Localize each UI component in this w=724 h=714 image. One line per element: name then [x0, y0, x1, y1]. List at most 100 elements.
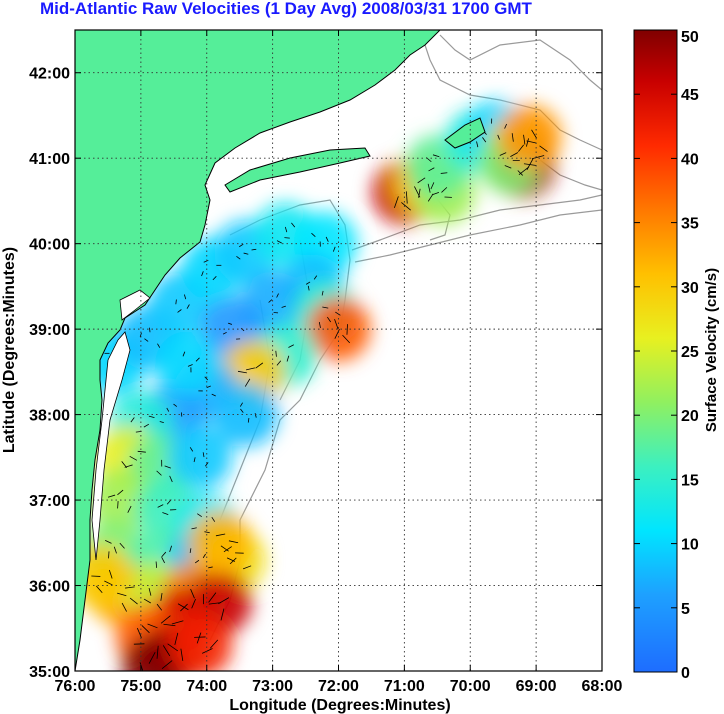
x-tick-label: 74:00	[186, 678, 227, 695]
velocity-vector	[418, 188, 421, 198]
velocity-vector	[104, 580, 113, 586]
velocity-vector	[137, 450, 146, 453]
velocity-vector	[195, 357, 200, 362]
velocity-vector	[227, 322, 233, 325]
velocity-vector	[318, 321, 321, 329]
velocity-vector	[427, 183, 431, 193]
velocity-vector	[523, 163, 537, 166]
velocity-vector	[342, 334, 351, 344]
x-tick-label: 72:00	[318, 678, 359, 695]
velocity-vector	[197, 513, 202, 518]
velocity-vector	[196, 632, 202, 644]
velocity-vector	[526, 140, 537, 144]
velocity-vector	[191, 598, 196, 609]
velocity-vector	[236, 256, 241, 260]
velocity-vector	[107, 494, 116, 498]
velocity-vector	[428, 167, 435, 172]
x-tick-label: 71:00	[384, 678, 425, 695]
velocity-vector	[222, 331, 227, 335]
velocity-vector	[441, 187, 448, 193]
velocity-vector	[268, 299, 273, 303]
velocity-vector	[242, 565, 252, 570]
velocity-vector	[440, 172, 448, 174]
velocity-vector	[175, 299, 177, 305]
velocity-vector	[208, 592, 217, 603]
velocity-vector	[121, 461, 128, 469]
velocity-vector	[182, 351, 186, 357]
velocity-vector	[117, 489, 124, 496]
velocity-vector	[238, 243, 244, 248]
velocity-vector	[325, 236, 329, 242]
velocity-vector	[476, 141, 479, 148]
colorbar-tick-label: 35	[681, 216, 699, 233]
colorbar-gradient	[633, 29, 678, 673]
y-tick-label: 41:00	[29, 151, 70, 168]
velocity-vector	[215, 533, 226, 537]
velocity-vector	[276, 293, 279, 298]
velocity-vector	[394, 196, 399, 209]
y-tick-label: 36:00	[29, 579, 70, 596]
velocity-vector	[129, 455, 138, 461]
velocity-vector	[105, 540, 112, 544]
velocity-vector	[155, 561, 158, 568]
colorbar-tick-label: 5	[681, 601, 690, 618]
velocity-vector	[281, 305, 286, 308]
velocity-vector	[201, 271, 204, 277]
velocity-vector	[305, 281, 311, 285]
velocity-vector	[276, 240, 282, 244]
velocity-vector	[160, 593, 163, 601]
velocity-vector	[127, 505, 132, 513]
y-tick-label: 38:00	[29, 408, 70, 425]
velocity-vector	[334, 328, 340, 339]
velocity-vector	[136, 627, 142, 638]
velocity-vector	[193, 457, 196, 463]
velocity-vector	[171, 620, 184, 625]
velocity-vector	[208, 566, 213, 569]
velocity-vector	[212, 276, 217, 281]
velocity-vector	[113, 546, 117, 554]
velocity-vector	[161, 660, 173, 670]
velocity-vector	[335, 311, 341, 316]
velocity-vector	[117, 501, 119, 509]
grid-lines	[75, 30, 602, 671]
y-tick-label: 35:00	[29, 664, 70, 681]
velocity-vector	[240, 408, 244, 413]
colorbar-tick-label: 15	[681, 472, 699, 489]
velocity-vector	[539, 145, 548, 152]
y-axis-label: Latitude (Degrees:Minutes)	[1, 247, 18, 453]
velocity-vector	[276, 360, 282, 366]
velocity-vector	[239, 402, 243, 407]
velocity-vector	[518, 144, 524, 152]
velocity-vector	[148, 587, 152, 596]
velocity-vector	[180, 648, 184, 661]
x-tick-label: 75:00	[120, 678, 161, 695]
velocity-vector	[307, 285, 310, 291]
velocity-vector	[209, 639, 219, 649]
velocity-vector	[121, 602, 127, 612]
velocity-vector	[525, 138, 529, 147]
velocity-vector	[189, 447, 194, 452]
velocity-vector	[156, 470, 162, 476]
cape-cod	[444, 117, 486, 149]
velocity-vector	[202, 553, 206, 559]
velocity-vector	[156, 603, 163, 611]
colorbar-tick-label: 0	[681, 665, 690, 682]
y-tick-label: 37:00	[29, 493, 70, 510]
velocity-vector	[173, 403, 178, 407]
velocity-vector	[205, 462, 209, 467]
velocity-vectors	[91, 118, 548, 671]
velocity-patch	[168, 425, 233, 490]
velocity-vector	[174, 632, 179, 646]
x-tick-label: 76:00	[55, 678, 96, 695]
velocity-vector	[187, 364, 193, 367]
velocity-vector	[143, 598, 152, 604]
velocity-vector	[157, 343, 161, 348]
x-tick-label: 73:00	[252, 678, 293, 695]
colorbar-label: Surface Velocity (cm/s)	[703, 268, 720, 432]
velocity-vector	[160, 615, 171, 624]
velocity-vector	[405, 191, 408, 204]
velocity-vector	[148, 652, 156, 664]
y-axis: 35:00 36:00 37:00 38:00 39:00 40:00 41:00 42:00	[29, 66, 602, 681]
velocity-vector	[244, 378, 251, 387]
velocity-vector	[202, 452, 205, 458]
